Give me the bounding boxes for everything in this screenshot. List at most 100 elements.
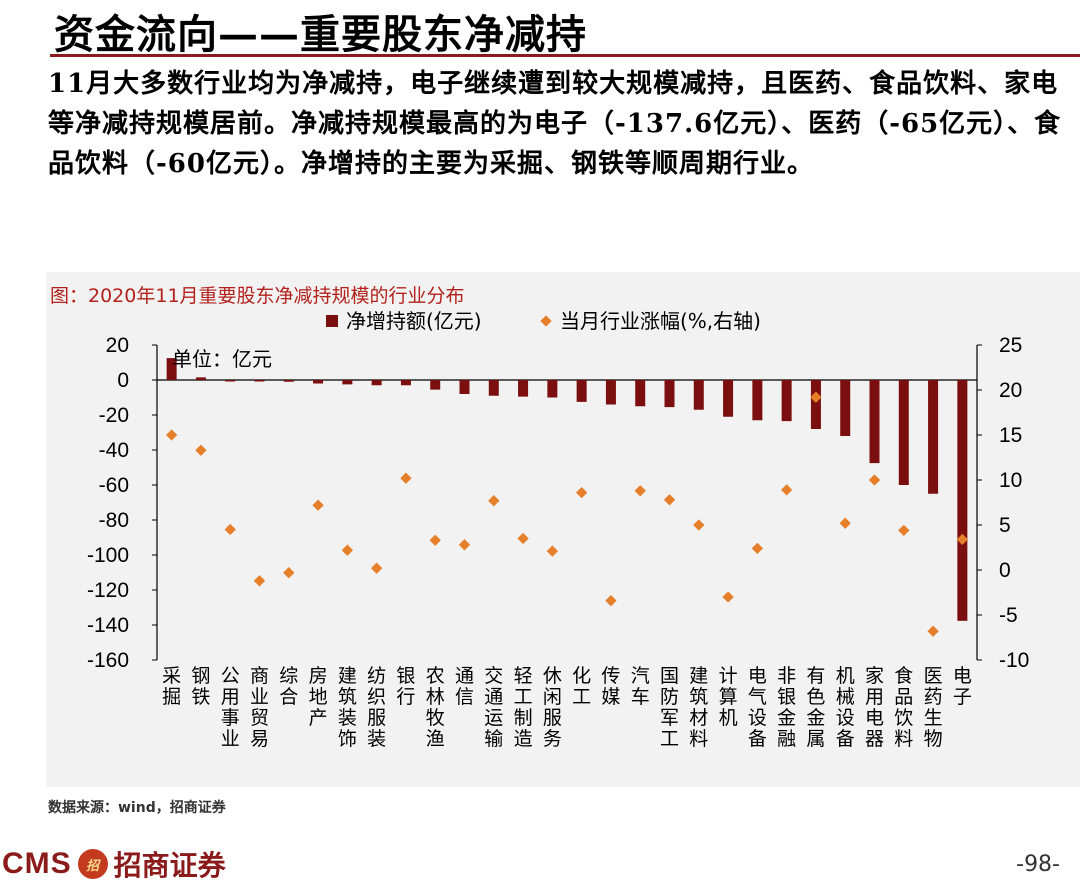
dot-1 <box>165 429 178 441</box>
category-label-5: 综合 <box>279 665 298 708</box>
dot-23 <box>810 391 822 403</box>
bar-19 <box>693 380 704 410</box>
dot-3 <box>224 523 236 536</box>
bar-7 <box>342 380 353 385</box>
left-tick-label: -140 <box>87 614 129 637</box>
right-tick-label: -5 <box>999 604 1018 627</box>
left-tick-label: -100 <box>87 544 129 567</box>
category-label-3: 公用事业 <box>221 665 240 750</box>
category-label-17: 汽车 <box>631 665 650 708</box>
bar-18 <box>664 380 675 408</box>
bar-16 <box>605 380 616 405</box>
left-tick-label: -120 <box>87 579 129 602</box>
category-label-22: 非银金融 <box>777 665 796 750</box>
dot-18 <box>663 494 676 506</box>
dot-10 <box>429 534 441 546</box>
bar-12 <box>488 380 499 396</box>
legend-dot-swatch <box>540 315 552 327</box>
left-tick-label: -20 <box>99 404 129 427</box>
category-label-10: 农林牧渔 <box>426 665 445 750</box>
category-label-21: 电气设备 <box>748 665 767 750</box>
category-label-7: 建筑装饰 <box>338 665 357 750</box>
bar-22 <box>781 380 792 422</box>
bar-20 <box>723 380 734 417</box>
category-label-12: 交通运输 <box>484 665 503 750</box>
left-tick-label: -40 <box>99 439 129 462</box>
category-label-1: 采掘 <box>162 665 181 708</box>
bar-4 <box>254 380 265 382</box>
category-label-9: 银行 <box>396 665 415 708</box>
bar-13 <box>518 380 529 397</box>
bar-8 <box>371 380 382 386</box>
bar-15 <box>576 380 587 402</box>
category-label-4: 商业贸易 <box>250 665 269 750</box>
dot-7 <box>341 544 354 556</box>
category-label-24: 机械设备 <box>836 665 855 750</box>
category-label-16: 传媒 <box>601 665 620 708</box>
dot-14 <box>546 545 559 557</box>
title-divider <box>50 54 1080 57</box>
category-label-19: 建筑材料 <box>689 665 708 750</box>
bar-28 <box>957 380 968 621</box>
category-label-6: 房地产 <box>309 665 328 729</box>
dot-17 <box>634 485 646 497</box>
dot-27 <box>927 625 939 637</box>
dot-6 <box>312 499 324 511</box>
bar-17 <box>635 380 646 407</box>
page-title: 资金流向——重要股东净减持 <box>54 11 587 58</box>
bar-24 <box>840 380 851 436</box>
dot-12 <box>488 495 500 507</box>
right-tick-label: 10 <box>999 469 1022 492</box>
category-label-28: 电子 <box>953 665 972 708</box>
category-label-26: 食品饮料 <box>894 665 913 750</box>
category-label-23: 有色金属 <box>806 665 825 750</box>
category-label-27: 医药生物 <box>924 665 943 750</box>
chart-title: 图：2020年11月重要股东净减持规模的行业分布 <box>50 285 465 307</box>
category-label-25: 家用电器 <box>865 665 884 750</box>
dot-21 <box>751 542 764 555</box>
dot-28 <box>956 533 969 546</box>
category-label-13: 轻工制造 <box>514 665 533 750</box>
dot-16 <box>605 594 617 607</box>
bar-11 <box>459 380 470 394</box>
dot-9 <box>400 472 412 484</box>
left-tick-label: 20 <box>106 334 129 357</box>
dot-24 <box>839 517 851 529</box>
category-label-15: 化工 <box>572 665 591 708</box>
bar-1 <box>166 358 177 380</box>
right-tick-label: 25 <box>999 334 1022 357</box>
logo-cms-text: CMS <box>2 847 72 880</box>
category-label-2: 钢铁 <box>191 665 210 708</box>
left-tick-label: -60 <box>99 474 129 497</box>
dot-13 <box>517 532 529 545</box>
bar-26 <box>898 380 909 485</box>
category-label-8: 纺织服装 <box>367 665 386 750</box>
right-tick-label: 0 <box>999 559 1011 582</box>
right-tick-label: 20 <box>999 379 1022 402</box>
dot-19 <box>693 519 705 531</box>
bar-23 <box>810 380 821 429</box>
right-tick-label: -10 <box>999 649 1029 672</box>
left-tick-label: 0 <box>117 369 129 392</box>
dot-25 <box>868 474 881 486</box>
bar-14 <box>547 380 558 398</box>
bar-6 <box>313 380 324 384</box>
bar-21 <box>752 380 763 421</box>
dot-5 <box>283 567 295 579</box>
bar-3 <box>225 380 236 382</box>
dot-11 <box>458 539 471 551</box>
dot-22 <box>780 484 793 496</box>
dot-8 <box>370 562 383 574</box>
category-label-14: 休闲服务 <box>543 665 562 750</box>
bar-9 <box>400 380 411 386</box>
logo-company-name: 招商证券 <box>113 849 226 882</box>
category-label-18: 国防军工 <box>660 665 679 750</box>
dot-4 <box>253 575 266 587</box>
bar-10 <box>430 380 441 390</box>
legend-bar-label: 净增持额(亿元) <box>346 309 482 333</box>
logo-emblem-text: 招 <box>86 858 100 874</box>
page-number: -98- <box>1016 852 1060 877</box>
left-tick-label: -80 <box>99 509 129 532</box>
left-tick-label: -160 <box>87 649 129 672</box>
